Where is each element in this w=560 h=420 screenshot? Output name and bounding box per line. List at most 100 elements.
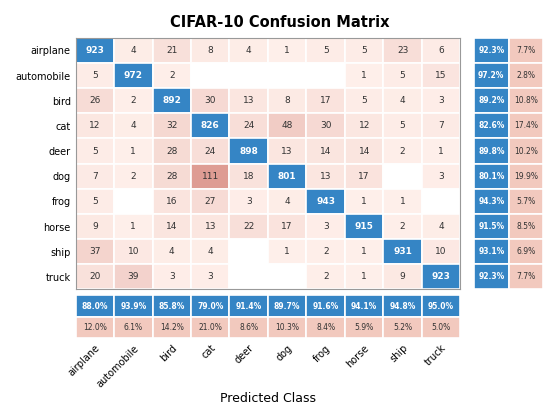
Text: 4: 4	[438, 222, 444, 231]
Text: 24: 24	[243, 121, 254, 130]
Bar	[474, 264, 508, 289]
Bar	[76, 317, 114, 338]
Bar	[76, 113, 114, 139]
Text: 30: 30	[204, 96, 216, 105]
Bar	[268, 295, 306, 317]
Bar	[422, 164, 460, 189]
Bar	[114, 264, 152, 289]
Text: 94.3%: 94.3%	[478, 197, 505, 206]
Bar	[191, 38, 230, 63]
Bar	[384, 139, 422, 164]
Bar	[384, 214, 422, 239]
Bar	[345, 264, 384, 289]
Text: 7.7%: 7.7%	[516, 46, 535, 55]
Bar	[76, 239, 114, 264]
Bar	[508, 113, 543, 139]
Bar	[384, 295, 422, 317]
Text: 13: 13	[204, 222, 216, 231]
Bar	[306, 113, 345, 139]
Bar	[422, 88, 460, 113]
Text: 10.2%: 10.2%	[514, 147, 538, 155]
Text: 17: 17	[358, 172, 370, 181]
Text: 23: 23	[397, 46, 408, 55]
Text: 3: 3	[169, 272, 175, 281]
Bar	[508, 63, 543, 88]
X-axis label: Predicted Class: Predicted Class	[220, 392, 316, 405]
Bar	[114, 88, 152, 113]
Text: 5: 5	[400, 71, 405, 80]
Bar	[230, 38, 268, 63]
Text: 2: 2	[400, 222, 405, 231]
Bar	[76, 214, 114, 239]
Text: 5.9%: 5.9%	[354, 323, 374, 332]
Text: 923: 923	[432, 272, 451, 281]
Text: 88.0%: 88.0%	[82, 302, 108, 310]
Bar	[76, 295, 114, 317]
Text: 3: 3	[207, 272, 213, 281]
Text: 9: 9	[400, 272, 405, 281]
Bar	[152, 189, 191, 214]
Text: 14: 14	[320, 147, 332, 155]
Text: 91.4%: 91.4%	[236, 302, 262, 310]
Bar	[191, 214, 230, 239]
Text: 28: 28	[166, 147, 178, 155]
Text: 4: 4	[246, 46, 251, 55]
Text: 2: 2	[169, 71, 175, 80]
Text: 94.8%: 94.8%	[389, 302, 416, 310]
Text: 4: 4	[284, 197, 290, 206]
Bar	[345, 239, 384, 264]
Text: 5: 5	[323, 46, 329, 55]
Text: 21.0%: 21.0%	[198, 323, 222, 332]
Bar	[422, 214, 460, 239]
Text: 30: 30	[320, 121, 332, 130]
Bar	[474, 214, 508, 239]
Text: CIFAR-10 Confusion Matrix: CIFAR-10 Confusion Matrix	[170, 15, 390, 30]
Bar	[76, 189, 114, 214]
Bar	[345, 139, 384, 164]
Bar	[230, 88, 268, 113]
Bar	[508, 214, 543, 239]
Bar	[345, 113, 384, 139]
Text: 79.0%: 79.0%	[197, 302, 223, 310]
Text: 1: 1	[361, 71, 367, 80]
Bar	[422, 239, 460, 264]
Text: 898: 898	[239, 147, 258, 155]
Text: 1: 1	[361, 247, 367, 256]
Text: 89.2%: 89.2%	[478, 96, 505, 105]
Bar	[114, 63, 152, 88]
Text: 13: 13	[282, 147, 293, 155]
Text: 4: 4	[169, 247, 175, 256]
Bar	[230, 295, 268, 317]
Text: 2: 2	[323, 247, 329, 256]
Text: 37: 37	[89, 247, 101, 256]
Bar	[268, 139, 306, 164]
Bar	[508, 38, 543, 63]
Bar	[422, 295, 460, 317]
Bar	[230, 239, 268, 264]
Bar	[474, 63, 508, 88]
Bar	[114, 295, 152, 317]
Text: 2: 2	[400, 147, 405, 155]
Text: 6: 6	[438, 46, 444, 55]
Text: 892: 892	[162, 96, 181, 105]
Bar	[384, 88, 422, 113]
Text: 2.8%: 2.8%	[516, 71, 535, 80]
Bar	[422, 139, 460, 164]
Bar	[268, 63, 306, 88]
Text: 8: 8	[207, 46, 213, 55]
Bar	[114, 189, 152, 214]
Text: 19.9%: 19.9%	[514, 172, 538, 181]
Bar	[114, 239, 152, 264]
Text: 3: 3	[246, 197, 251, 206]
Bar	[306, 38, 345, 63]
Text: 1: 1	[284, 247, 290, 256]
Bar	[152, 164, 191, 189]
Text: 5: 5	[92, 197, 97, 206]
Bar	[384, 113, 422, 139]
Text: 3: 3	[438, 172, 444, 181]
Bar	[152, 139, 191, 164]
Text: 1: 1	[130, 147, 136, 155]
Text: 1: 1	[130, 222, 136, 231]
Text: 82.6%: 82.6%	[478, 121, 505, 130]
Text: 15: 15	[435, 71, 447, 80]
